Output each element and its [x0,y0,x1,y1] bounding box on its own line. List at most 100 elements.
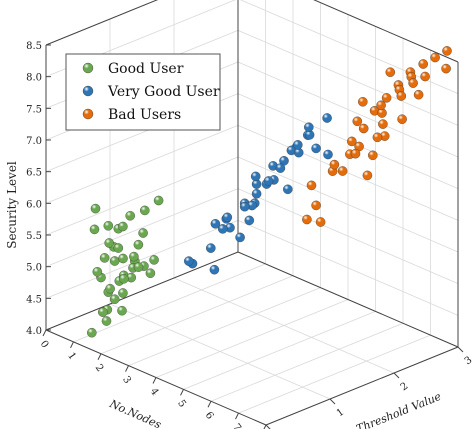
data-point-bad-users [442,46,452,56]
data-point-good-user [117,305,127,316]
x-tick-mark [207,401,212,408]
x-tick-label: 6 [203,410,216,422]
data-point-good-user [129,251,139,262]
data-point-bad-users [418,59,428,69]
data-point-bad-users [311,200,321,211]
data-point-very-good-user [209,264,220,275]
x-tick-mark [97,353,102,360]
data-point-good-user [113,243,124,253]
legend-label: Good User [108,61,184,77]
data-point-very-good-user [217,224,228,234]
gridline-floor-x [238,334,431,414]
data-point-very-good-user [323,149,333,160]
data-point-bad-users [350,148,361,159]
gridline-left-z [45,0,158,46]
data-point-very-good-user [293,140,303,150]
data-point-bad-users [378,119,388,129]
x-tick-label: 3 [120,374,133,386]
legend: Good User Very Good User Bad Users [65,53,221,131]
cube-edge [45,0,159,46]
data-point-very-good-user [244,215,255,226]
data-point-bad-users [329,159,340,170]
data-point-bad-users [372,132,383,143]
x-axis-title: No.Nodes [107,397,164,429]
data-point-bad-users [441,63,451,74]
gridline-floor-x [73,263,266,343]
data-point-very-good-user [222,212,233,223]
data-point-very-good-user [275,163,286,173]
data-point-bad-users [358,123,369,134]
cube-edge [45,251,239,331]
data-point-good-user [105,283,115,294]
data-point-good-user [149,255,159,265]
data-point-bad-users [315,217,326,227]
data-point-good-user [133,239,144,250]
gridline-left-z [45,156,239,236]
y-tick-label: 2 [399,381,411,394]
data-point-good-user [98,307,108,317]
data-point-bad-users [385,67,396,77]
gridline-left-z [45,124,239,204]
data-point-good-user [109,256,120,266]
z-tick-label: 8.0 [26,73,42,84]
data-point-good-user [89,224,100,235]
data-point-very-good-user [235,232,245,243]
data-point-bad-users [396,91,407,101]
data-point-good-user [90,203,101,214]
data-point-good-user [118,288,128,298]
x-tick-mark [152,377,157,384]
data-point-very-good-user [206,243,216,253]
x-tick-label: 5 [175,398,188,410]
data-point-very-good-user [304,122,314,132]
x-tick-mark [263,424,267,429]
data-point-good-user [133,262,144,272]
data-point-good-user [99,253,110,263]
y-axis-title: Threshold Value [354,390,443,429]
y-tick-label: 3 [463,355,474,368]
z-tick-label: 7.0 [26,136,42,147]
cube-edge [313,0,459,63]
z-tick-label: 8.5 [26,41,42,52]
data-point-very-good-user [311,143,321,154]
z-tick-label: 6.5 [26,168,42,179]
data-point-bad-users [381,93,392,103]
legend-marker [82,62,94,74]
data-point-bad-users [376,100,386,111]
data-point-bad-users [358,97,368,107]
z-tick-label: 5.5 [26,231,42,242]
y-tick-mark [457,346,464,353]
legend-label: Bad Users [108,107,181,123]
y-tick-mark [393,372,400,379]
data-point-very-good-user [184,256,194,266]
legend-label: Very Good User [107,84,220,100]
tick-layer: 4.04.55.05.56.06.57.07.58.08.50123456780… [26,41,474,429]
z-tick-label: 6.0 [26,199,42,210]
x-tick-label: 0 [38,339,51,351]
data-points [87,46,452,338]
x-tick-label: 4 [148,386,161,398]
x-tick-label: 7 [230,422,243,429]
data-point-good-user [140,205,150,216]
z-tick-label: 5.0 [26,263,42,274]
x-tick-mark [125,365,129,372]
z-tick-label: 7.5 [26,104,42,115]
data-point-bad-users [397,114,407,124]
x-tick-mark [180,389,184,396]
axis-labels: Security Level No.Nodes Threshold Value [5,161,443,429]
gridline-floor-y [109,303,331,400]
data-point-good-user [109,294,120,304]
data-point-very-good-user [210,219,221,229]
data-point-good-user [118,253,128,264]
data-point-good-user [138,228,148,238]
data-point-bad-users [352,116,363,127]
data-point-bad-users [306,180,317,191]
data-point-very-good-user [250,171,261,182]
cube-edge [237,251,459,348]
data-point-very-good-user [239,201,250,212]
data-point-bad-users [420,71,430,82]
x-tick-label: 2 [93,363,106,375]
data-point-bad-users [408,78,418,88]
z-tick-label: 4.0 [26,326,42,337]
